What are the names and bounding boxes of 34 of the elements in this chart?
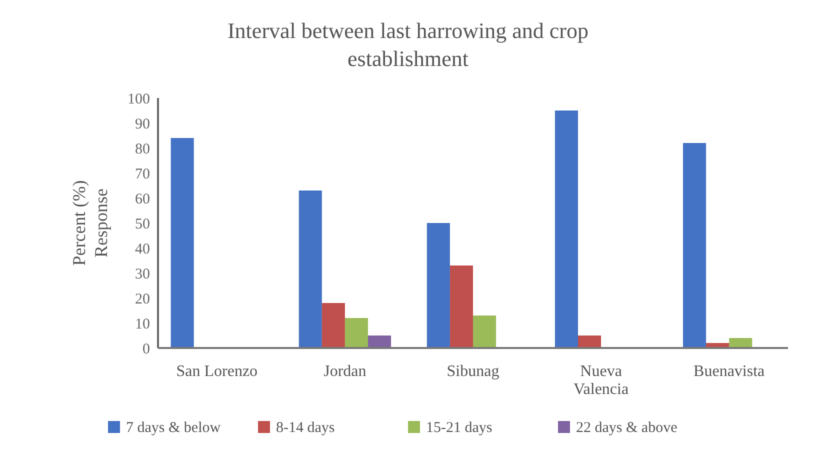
legend-label: 8-14 days [276, 420, 335, 436]
x-tick-label: Nueva Valencia [574, 363, 629, 398]
y-tick-label: 60 [135, 191, 150, 208]
x-tick-label: Buenavista [694, 363, 765, 380]
y-tick-label: 0 [142, 341, 150, 358]
bar [729, 338, 752, 348]
bar [298, 190, 322, 348]
y-tick-label: 50 [135, 216, 150, 232]
y-tick-label: 70 [135, 166, 150, 182]
bar [578, 336, 602, 348]
x-tick-label: San Lorenzo [176, 363, 258, 380]
y-axis-title: Percent (%) Response [69, 180, 111, 266]
bar [683, 143, 706, 348]
bar [344, 318, 368, 348]
bar [368, 336, 392, 348]
legend-label: 7 days & below [126, 420, 221, 436]
y-tick-label: 40 [135, 241, 150, 258]
y-tick-label: 80 [135, 141, 150, 158]
bar [322, 303, 345, 348]
bar [170, 138, 194, 348]
bar [473, 316, 496, 348]
y-tick-label: 20 [135, 291, 150, 308]
bar [554, 110, 578, 348]
bar [450, 266, 473, 348]
y-tick-label: 30 [135, 266, 150, 282]
chart-title: Interval between last harrowing and crop establishment [227, 18, 589, 71]
legend-label: 15-21 days [426, 420, 492, 436]
y-tick-label: 10 [135, 316, 150, 332]
x-tick-label: Jordan [324, 363, 366, 380]
y-tick-label: 100 [128, 91, 150, 108]
y-tick-label: 90 [135, 116, 150, 132]
bar [426, 223, 450, 348]
x-tick-label: Sibunag [446, 363, 500, 380]
legend-label: 22 days & above [576, 420, 678, 436]
